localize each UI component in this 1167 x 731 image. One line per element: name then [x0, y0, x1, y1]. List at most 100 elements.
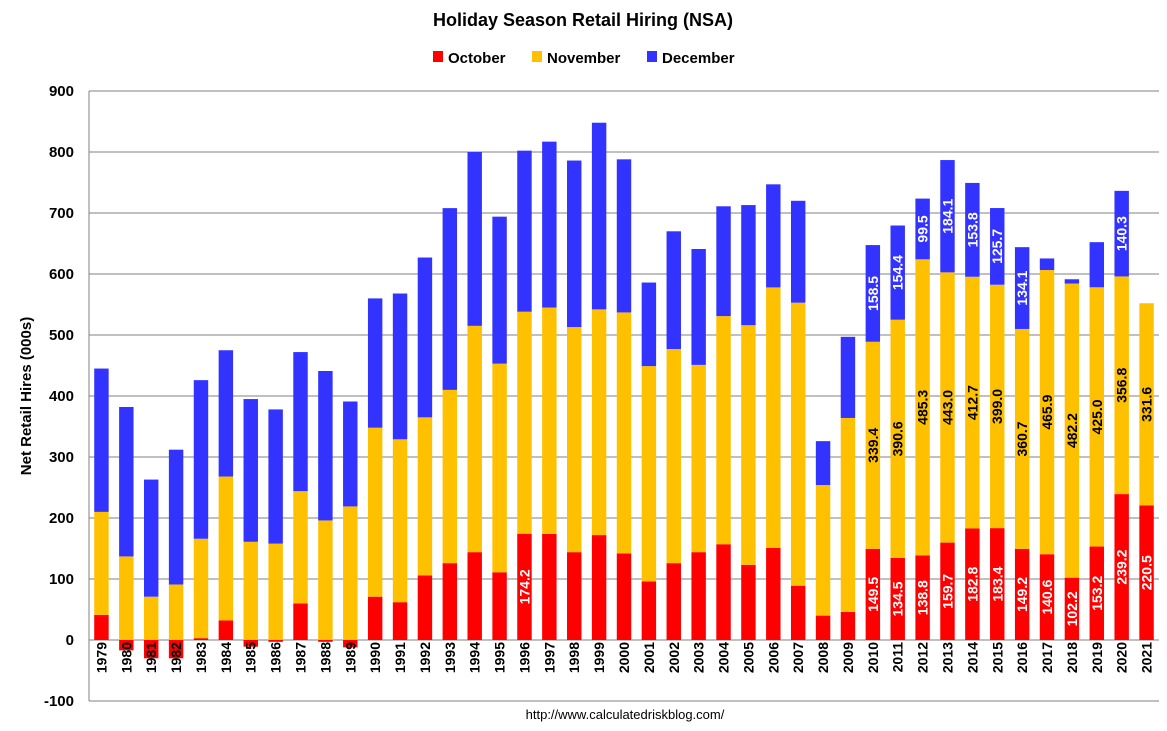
bar-november-2006	[766, 287, 781, 548]
data-label-october-1996: 174.2	[516, 569, 532, 604]
bar-december-2005	[741, 205, 756, 326]
bar-december-2000	[616, 159, 632, 313]
bar-november-1983	[193, 538, 209, 639]
bar-october-1996	[517, 533, 532, 640]
bar-december-2009	[840, 336, 856, 418]
data-label-october-2021: 220.5	[1139, 555, 1155, 590]
data-label-october-2018: 102.2	[1064, 591, 1080, 626]
bar-december-1995	[492, 216, 507, 364]
bar-november-1992	[417, 417, 433, 576]
x-tick-label: 1998	[566, 642, 582, 673]
data-label-october-2015: 183.4	[989, 566, 1005, 601]
bar-november-1985	[243, 541, 258, 640]
bar-november-1993	[442, 389, 458, 564]
bar-december-1979	[94, 368, 109, 512]
x-tick-label: 1986	[268, 642, 284, 673]
bar-december-1996	[517, 150, 532, 312]
bar-december-2018	[1064, 279, 1080, 284]
data-label-december-2014: 153.8	[964, 212, 980, 247]
bar-november-2017	[1039, 270, 1055, 555]
bar-october-1998	[567, 552, 582, 640]
x-tick-label: 2002	[666, 642, 682, 673]
bar-november-1989	[343, 506, 358, 640]
bar-october-1988	[318, 640, 333, 642]
x-tick-label: 2020	[1114, 642, 1130, 673]
bar-october-2011	[890, 557, 905, 640]
legend-swatch-october	[433, 51, 443, 62]
x-tick-label: 2003	[691, 642, 707, 673]
x-tick-label: 2014	[964, 642, 980, 673]
bar-october-1995	[492, 572, 507, 640]
legend-label-october: October	[448, 50, 506, 67]
x-tick-label: 1988	[317, 642, 333, 673]
bar-october-2015	[990, 528, 1005, 640]
bar-december-1989	[343, 401, 358, 507]
x-tick-label: 1985	[243, 642, 259, 673]
legend-swatch-november	[532, 51, 542, 62]
bar-november-2000	[616, 312, 632, 554]
bar-november-2001	[641, 366, 657, 582]
bar-december-1983	[193, 380, 209, 539]
bar-november-2018	[1064, 283, 1080, 578]
bar-december-2014	[965, 182, 980, 277]
bar-october-2006	[766, 547, 781, 640]
y-tick-label: 0	[66, 632, 74, 649]
x-tick-label: 2008	[815, 642, 831, 673]
bar-october-2004	[716, 544, 731, 640]
data-label-december-2020: 140.3	[1114, 216, 1130, 251]
data-label-october-2016: 149.2	[1014, 577, 1030, 612]
legend-label-november: November	[547, 50, 621, 67]
data-label-november-2015: 399.0	[989, 389, 1005, 424]
bar-november-2016	[1014, 328, 1030, 549]
bars	[94, 122, 1154, 659]
bar-december-2010	[865, 245, 881, 342]
x-tick-label: 1992	[417, 642, 433, 673]
bar-december-1987	[293, 352, 308, 492]
data-label-december-2010: 158.5	[865, 276, 881, 311]
bar-december-2016	[1014, 247, 1030, 329]
bar-december-1991	[392, 293, 408, 440]
bar-october-1990	[367, 596, 383, 640]
data-label-november-2011: 390.6	[890, 421, 906, 456]
bar-november-2008	[815, 485, 831, 616]
data-label-october-2010: 149.5	[865, 577, 881, 612]
y-tick-label: -100	[44, 693, 74, 710]
bar-december-1992	[417, 257, 433, 418]
bar-december-2004	[716, 206, 731, 317]
data-label-december-2012: 99.5	[915, 215, 931, 242]
bar-november-1982	[168, 584, 184, 640]
bar-november-1995	[492, 363, 507, 573]
bar-december-2011	[890, 225, 905, 320]
bar-october-1979	[94, 614, 109, 640]
bar-october-1984	[218, 620, 234, 640]
data-label-november-2014: 412.7	[964, 385, 980, 420]
bar-october-2002	[666, 563, 681, 640]
bar-october-2008	[815, 615, 831, 640]
bar-november-1999	[591, 309, 607, 536]
bar-november-2002	[666, 349, 681, 564]
y-axis-label: Net Retail Hires (000s)	[18, 317, 35, 475]
bar-october-2000	[616, 553, 632, 640]
source-url: http://www.calculatedriskblog.com/	[526, 707, 725, 722]
bar-december-2015	[990, 208, 1005, 285]
bar-november-2019	[1089, 287, 1105, 547]
data-label-november-2019: 425.0	[1089, 399, 1105, 434]
data-label-november-2020: 356.8	[1114, 368, 1130, 403]
bar-december-1988	[318, 370, 333, 521]
x-tick-label: 2019	[1089, 642, 1105, 673]
bar-december-2019	[1089, 242, 1105, 288]
x-tick-label: 2021	[1139, 642, 1155, 673]
bar-october-2019	[1089, 546, 1105, 640]
x-tick-label: 2009	[840, 642, 856, 673]
bar-october-1989	[343, 640, 358, 648]
x-tick-label: 2000	[616, 642, 632, 673]
x-tick-label: 1984	[218, 642, 234, 673]
bar-october-2020	[1114, 494, 1129, 640]
data-label-november-2012: 485.3	[915, 390, 931, 425]
bar-november-2005	[741, 325, 756, 565]
bar-december-1994	[467, 152, 482, 326]
x-tick-label: 1982	[168, 642, 184, 673]
data-label-october-2014: 182.8	[964, 567, 980, 602]
bar-november-1990	[367, 427, 383, 597]
